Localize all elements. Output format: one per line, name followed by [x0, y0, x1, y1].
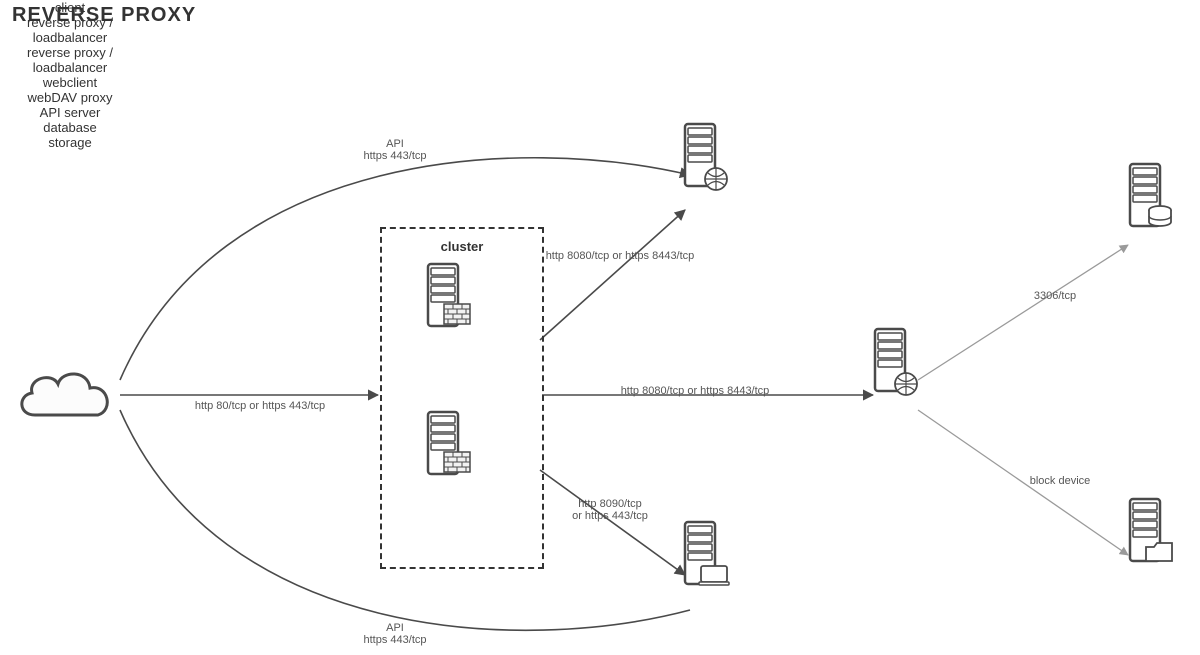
- webdav-label: webDAV proxy: [0, 90, 140, 105]
- server-globe-icon: [865, 325, 925, 405]
- edge-label: http 8080/tcp or https 8443/tcp: [540, 250, 700, 262]
- storage-label: storage: [0, 135, 140, 150]
- apiserver-label: API server: [0, 105, 140, 120]
- edge-label: API https 443/tcp: [315, 138, 475, 162]
- edge-label: http 8080/tcp or https 8443/tcp: [615, 385, 775, 397]
- client-sub-label: http 80/tcp or https 443/tcp: [190, 400, 330, 412]
- server-folder-icon: [1120, 495, 1180, 575]
- diagram-stage: REVERSE PROXY cluster: [0, 0, 1200, 655]
- cluster-label: cluster: [441, 239, 484, 254]
- database-label: database: [0, 120, 140, 135]
- edge: [540, 470, 685, 575]
- server-laptop-icon: [675, 518, 735, 598]
- server-globe-icon: [675, 120, 735, 200]
- diagram-title: REVERSE PROXY: [12, 4, 196, 27]
- rp2-label: reverse proxy / loadbalancer: [0, 45, 140, 75]
- webclient-label: webclient: [0, 75, 140, 90]
- server-firewall-icon: [418, 408, 478, 488]
- edge-label: 3306/tcp: [975, 290, 1135, 302]
- server-db-icon: [1120, 160, 1180, 240]
- edges-layer: [0, 0, 1200, 655]
- edge: [918, 245, 1128, 380]
- cloud-icon: [10, 360, 120, 430]
- edge: [540, 210, 685, 340]
- edge-label: API https 443/tcp: [315, 622, 475, 646]
- edge-label: http 8090/tcp or https 443/tcp: [530, 498, 690, 522]
- server-firewall-icon: [418, 260, 478, 340]
- edge-label: block device: [980, 475, 1140, 487]
